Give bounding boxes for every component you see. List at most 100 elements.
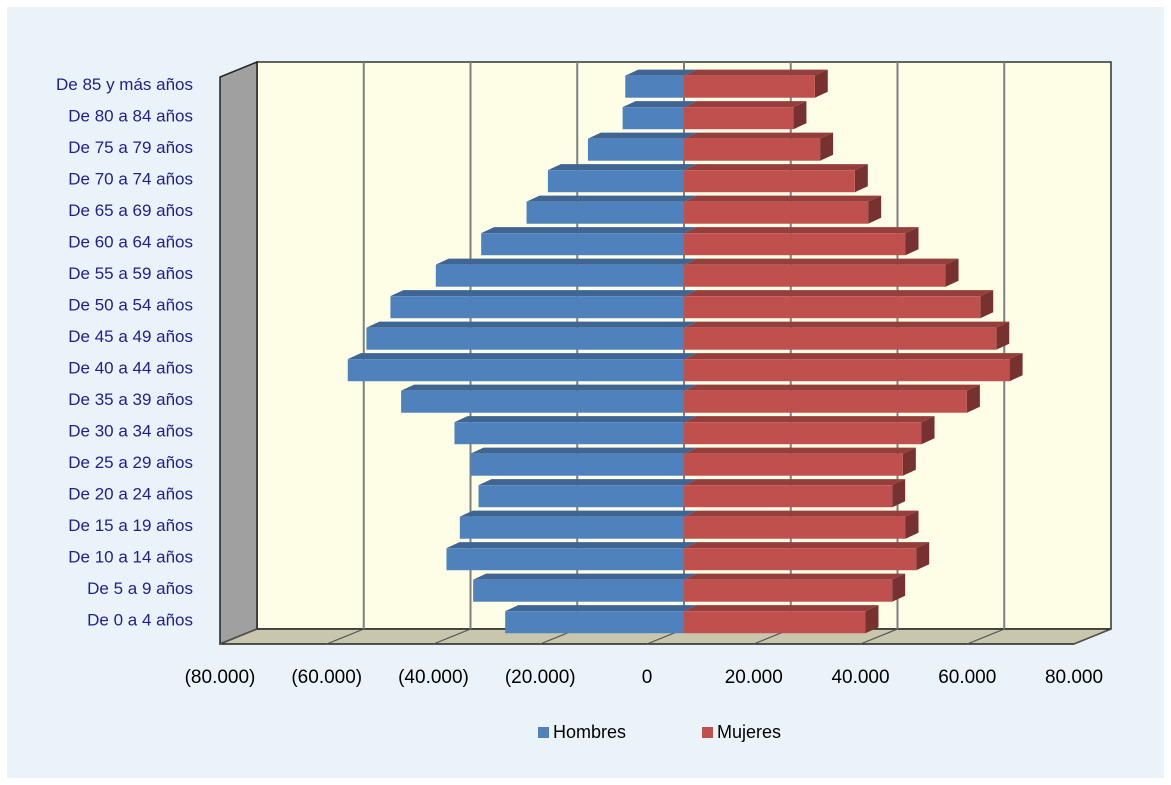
bar-front-face xyxy=(684,611,866,634)
bar-mujeres-de-25-a-29-anos xyxy=(684,447,916,476)
bar-front-face xyxy=(478,485,684,508)
bar-top-face xyxy=(505,605,697,612)
bar-hombres-de-5-a-9-anos xyxy=(473,573,697,602)
legend-swatch-mujeres xyxy=(702,727,713,738)
category-label: De 45 a 49 años xyxy=(68,327,193,346)
bar-side-face xyxy=(892,479,906,508)
bar-side-face xyxy=(892,573,906,602)
category-labels: De 85 y más años De 80 a 84 años De 75 a 7… xyxy=(56,75,193,630)
bar-side-face xyxy=(905,227,919,256)
bar-top-face xyxy=(547,164,697,171)
bar-front-face xyxy=(454,422,684,445)
floor-gridline xyxy=(326,628,364,645)
bar-side-face xyxy=(902,447,916,476)
category-label: De 70 a 74 años xyxy=(68,169,193,188)
bar-front-face xyxy=(481,233,684,256)
bar-hombres-de-50-a-54-anos xyxy=(390,290,697,319)
bar-top-face xyxy=(684,416,935,423)
bar-top-face xyxy=(684,510,919,517)
bar-front-face xyxy=(390,296,684,319)
category-label: De 0 a 4 años xyxy=(87,610,193,629)
bar-hombres-de-45-a-49-anos xyxy=(366,321,697,350)
bar-front-face xyxy=(684,359,1010,382)
floor-gridline xyxy=(219,628,258,645)
category-label: De 65 a 69 años xyxy=(68,201,193,220)
bar-top-face xyxy=(366,321,697,328)
x-tick-label: 80.000 xyxy=(1045,667,1103,688)
bar-top-face xyxy=(684,227,919,234)
bar-hombres-de-60-a-64-anos xyxy=(481,227,697,256)
bar-front-face xyxy=(684,75,815,98)
bar-hombres-de-35-a-39-anos xyxy=(401,384,697,413)
category-label: De 60 a 64 años xyxy=(68,232,193,251)
bar-top-face xyxy=(684,447,916,454)
bar-mujeres-de-65-a-69-anos xyxy=(684,195,882,224)
bar-front-face xyxy=(684,327,997,350)
category-label: De 55 a 59 años xyxy=(68,264,193,283)
x-tick-label: 60.000 xyxy=(938,667,996,688)
bar-top-face xyxy=(459,510,697,517)
bar-hombres-de-55-a-59-anos xyxy=(435,258,697,287)
bar-front-face xyxy=(347,359,684,382)
bar-mujeres-de-80-a-84-anos xyxy=(684,101,807,130)
bar-front-face xyxy=(684,138,821,161)
bar-front-face xyxy=(684,390,967,413)
bar-side-face xyxy=(916,542,930,571)
bar-hombres-de-85-y-mas-anos xyxy=(625,69,697,98)
bar-side-face xyxy=(793,101,807,130)
bar-hombres-de-15-a-19-anos xyxy=(459,510,697,539)
x-tick-label: (20.000) xyxy=(505,667,576,688)
bar-top-face xyxy=(401,384,697,391)
bar-top-face xyxy=(481,227,697,234)
bar-front-face xyxy=(401,390,684,413)
bar-front-face xyxy=(684,233,906,256)
bar-front-face xyxy=(684,107,794,130)
bar-side-face xyxy=(980,290,994,319)
bar-side-face xyxy=(1009,353,1023,382)
bar-hombres-de-30-a-34-anos xyxy=(454,416,697,445)
bar-top-face xyxy=(684,479,906,486)
plot-side-wall xyxy=(219,60,258,646)
bar-top-face xyxy=(684,384,980,391)
bar-hombres-de-10-a-14-anos xyxy=(446,542,697,571)
bar-top-face xyxy=(526,195,697,202)
bar-side-face xyxy=(945,258,959,287)
category-label: De 80 a 84 años xyxy=(68,106,193,125)
bar-top-face xyxy=(478,479,697,486)
x-tick-label: (40.000) xyxy=(398,667,469,688)
bar-front-face xyxy=(446,548,684,571)
bar-top-face xyxy=(470,447,697,454)
bar-front-face xyxy=(684,422,922,445)
bar-mujeres-de-60-a-64-anos xyxy=(684,227,919,256)
bar-top-face xyxy=(622,101,697,108)
category-label: De 50 a 54 años xyxy=(68,295,193,314)
legend-swatch-hombres xyxy=(538,727,549,738)
bar-front-face xyxy=(684,579,893,602)
bar-side-face xyxy=(966,384,980,413)
bar-mujeres-de-0-a-4-anos xyxy=(684,605,879,634)
bar-top-face xyxy=(446,542,697,549)
x-tick-label: 20.000 xyxy=(725,667,783,688)
bar-front-face xyxy=(435,264,684,287)
bar-front-face xyxy=(684,485,893,508)
bar-mujeres-de-5-a-9-anos xyxy=(684,573,906,602)
bar-top-face xyxy=(390,290,697,297)
bar-front-face xyxy=(684,296,981,319)
legend-label-hombres: Hombres xyxy=(553,722,626,742)
bar-mujeres-de-85-y-mas-anos xyxy=(684,69,828,98)
bar-front-face xyxy=(459,516,684,539)
bar-side-face xyxy=(854,164,868,193)
bar-mujeres-de-15-a-19-anos xyxy=(684,510,919,539)
category-label: De 20 a 24 años xyxy=(68,484,193,503)
bar-front-face xyxy=(526,201,684,224)
bar-top-face xyxy=(684,321,1010,328)
bar-hombres-de-80-a-84-anos xyxy=(622,101,697,130)
bar-mujeres-de-30-a-34-anos xyxy=(684,416,935,445)
bar-top-face xyxy=(684,290,994,297)
floor-gridline xyxy=(967,628,1005,645)
bar-hombres-de-65-a-69-anos xyxy=(526,195,697,224)
bar-mujeres-de-70-a-74-anos xyxy=(684,164,868,193)
bar-hombres-de-25-a-29-anos xyxy=(470,447,697,476)
legend-label-mujeres: Mujeres xyxy=(717,722,781,742)
bar-top-face xyxy=(684,573,906,580)
